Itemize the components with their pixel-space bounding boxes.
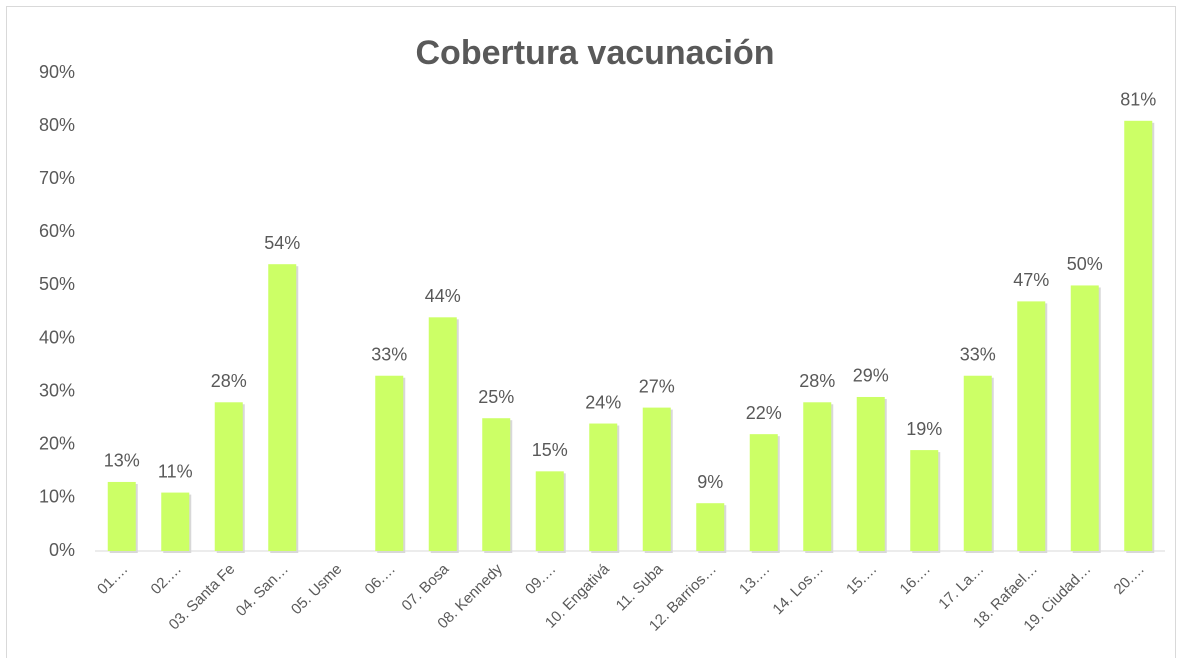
bar bbox=[375, 375, 404, 551]
y-tick-label: 20% bbox=[39, 434, 75, 454]
bar bbox=[963, 375, 992, 551]
bar bbox=[696, 503, 725, 551]
bar bbox=[856, 396, 885, 551]
bar bbox=[1070, 285, 1099, 551]
bar bbox=[535, 471, 564, 551]
bar bbox=[1017, 301, 1046, 551]
bar bbox=[428, 317, 457, 551]
chart-title: Cobertura vacunación bbox=[416, 34, 775, 72]
y-tick-label: 0% bbox=[49, 540, 75, 560]
y-tick-label: 70% bbox=[39, 168, 75, 188]
bar bbox=[910, 450, 939, 551]
data-label: 47% bbox=[1013, 270, 1049, 290]
bar bbox=[107, 481, 136, 551]
data-label: 50% bbox=[1067, 254, 1103, 274]
data-label: 15% bbox=[532, 440, 568, 460]
data-label: 44% bbox=[425, 286, 461, 306]
y-tick-label: 30% bbox=[39, 380, 75, 400]
bar bbox=[482, 418, 511, 551]
bar bbox=[642, 407, 671, 551]
data-label: 33% bbox=[371, 344, 407, 364]
data-label: 11% bbox=[158, 461, 193, 481]
bar bbox=[268, 264, 297, 551]
data-label: 29% bbox=[853, 366, 889, 386]
data-label: 24% bbox=[585, 392, 621, 412]
data-label: 28% bbox=[799, 371, 835, 391]
y-tick-label: 40% bbox=[39, 327, 75, 347]
y-tick-label: 50% bbox=[39, 274, 75, 294]
data-label: 9% bbox=[697, 472, 723, 492]
data-label: 81% bbox=[1120, 90, 1156, 110]
data-label: 13% bbox=[104, 451, 140, 471]
data-label: 25% bbox=[478, 387, 514, 407]
bar bbox=[161, 492, 190, 551]
y-tick-label: 90% bbox=[39, 62, 75, 82]
y-tick-label: 10% bbox=[39, 487, 75, 507]
data-label: 22% bbox=[746, 403, 782, 423]
bar bbox=[214, 402, 243, 551]
bar bbox=[1124, 120, 1153, 552]
chart-border bbox=[6, 6, 1176, 658]
data-label: 27% bbox=[639, 376, 675, 396]
data-label: 54% bbox=[264, 233, 300, 253]
y-tick-label: 60% bbox=[39, 221, 75, 241]
bar bbox=[589, 423, 618, 551]
data-label: 28% bbox=[211, 371, 247, 391]
data-label: 33% bbox=[960, 344, 996, 364]
bar bbox=[749, 434, 778, 551]
data-label: 19% bbox=[906, 419, 942, 439]
y-tick-label: 80% bbox=[39, 115, 75, 135]
bar bbox=[803, 402, 832, 551]
